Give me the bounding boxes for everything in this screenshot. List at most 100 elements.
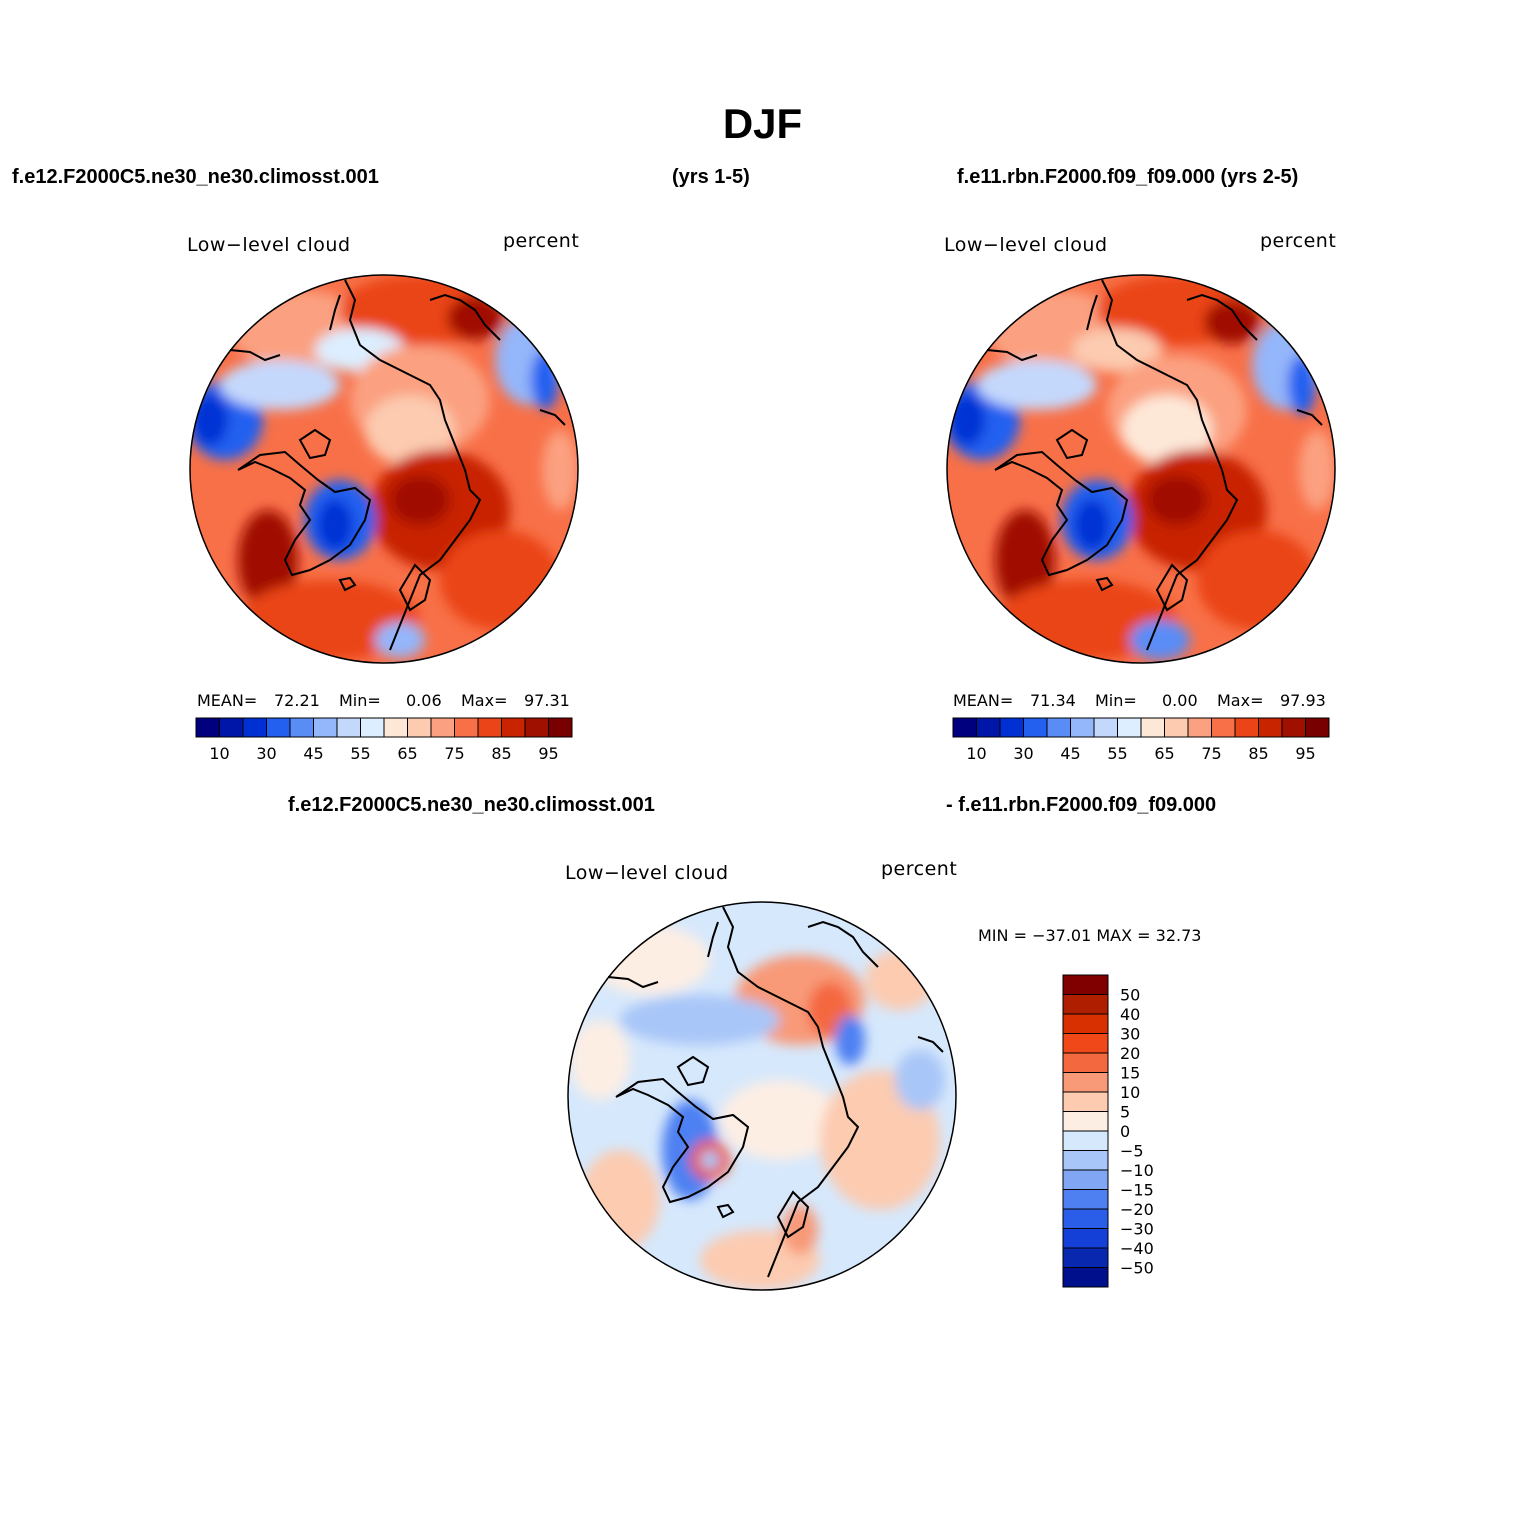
colorbar-tick-label: 85 — [491, 744, 511, 763]
colorbar-swatch — [1023, 717, 1048, 738]
colorbar-swatch — [266, 717, 291, 738]
colorbar-swatch — [1062, 1052, 1109, 1073]
colorbar-tick-label: 75 — [1201, 744, 1221, 763]
colorbar-swatch — [313, 717, 338, 738]
panel1-variable: Low−level cloud — [187, 234, 351, 256]
header-diff-right: - f.e11.rbn.F2000.f09_f09.000 — [946, 794, 1217, 816]
colorbar-swatch — [477, 717, 502, 738]
colorbar-swatch — [524, 717, 549, 738]
colorbar-swatch — [999, 717, 1024, 738]
header-diff-left: f.e12.F2000C5.ne30_ne30.climosst.001 — [288, 794, 655, 816]
header-left: f.e12.F2000C5.ne30_ne30.climosst.001 — [12, 166, 379, 188]
colorbar-tick-label: −40 — [1120, 1239, 1154, 1258]
colorbar-swatch — [289, 717, 314, 738]
colorbar-swatch — [1062, 1150, 1109, 1171]
header-right: f.e11.rbn.F2000.f09_f09.000 (yrs 2-5) — [957, 166, 1299, 188]
colorbar-swatch — [1305, 717, 1330, 738]
colorbar-swatch — [1062, 1189, 1109, 1210]
colorbar-panel-1: 10 30 45 55 65 75 85 95 — [195, 717, 573, 763]
colorbar-swatch — [407, 717, 432, 738]
colorbar-swatch — [1062, 1169, 1109, 1190]
colorbar-swatch — [336, 717, 361, 738]
colorbar-swatch — [195, 717, 220, 738]
colorbar-tick-label: 85 — [1248, 744, 1268, 763]
colorbar-swatch — [242, 717, 267, 738]
panel2-mean-label: MEAN= — [953, 691, 1014, 710]
colorbar-swatch — [1062, 1033, 1109, 1054]
colorbar-swatch — [1093, 717, 1118, 738]
colorbar-swatch — [454, 717, 479, 738]
panel1-units: percent — [503, 230, 580, 252]
colorbar-swatch — [1234, 717, 1259, 738]
colorbar-swatch — [976, 717, 1001, 738]
panel1-mean: 72.21 — [274, 691, 320, 710]
map-panel-2 — [946, 274, 1336, 664]
colorbar-tick-label: −20 — [1120, 1200, 1154, 1219]
colorbar-swatch — [1187, 717, 1212, 738]
colorbar-swatch — [1140, 717, 1165, 738]
colorbar-tick-label: 55 — [1107, 744, 1127, 763]
panel1-max: 97.31 — [524, 691, 570, 710]
panel1-min: 0.06 — [406, 691, 442, 710]
colorbar-tick-label: −50 — [1120, 1259, 1154, 1278]
colorbar-panel-2: 10 30 45 55 65 75 85 95 — [952, 717, 1330, 763]
panel2-mean: 71.34 — [1030, 691, 1076, 710]
colorbar-swatch — [1062, 1013, 1109, 1034]
colorbar-swatch — [1281, 717, 1306, 738]
colorbar-swatch — [1062, 1130, 1109, 1151]
colorbar-tick-label: 65 — [397, 744, 417, 763]
colorbar-swatch — [360, 717, 385, 738]
colorbar-tick-label: 30 — [256, 744, 276, 763]
colorbar-tick-label: 95 — [1295, 744, 1315, 763]
colorbar-swatch — [1062, 1208, 1109, 1229]
diff-minmax: MIN = −37.01 MAX = 32.73 — [978, 926, 1202, 945]
colorbar-tick-label: 75 — [444, 744, 464, 763]
colorbar-swatch — [548, 717, 573, 738]
colorbar-swatch — [1062, 1111, 1109, 1132]
colorbar-tick-label: 15 — [1120, 1064, 1140, 1083]
colorbar-tick-label: −5 — [1120, 1142, 1144, 1161]
panel1-mean-label: MEAN= — [197, 691, 258, 710]
colorbar-swatch — [1062, 1091, 1109, 1112]
colorbar-swatch — [1070, 717, 1095, 738]
colorbar-swatch — [219, 717, 244, 738]
panel2-min: 0.00 — [1162, 691, 1198, 710]
colorbar-swatch — [1062, 1267, 1109, 1288]
panel2-units: percent — [1260, 230, 1337, 252]
panel2-min-label: Min= — [1095, 691, 1137, 710]
colorbar-tick-label: 30 — [1120, 1025, 1140, 1044]
colorbar-tick-label: 45 — [1060, 744, 1080, 763]
panel1-min-label: Min= — [339, 691, 381, 710]
diff-variable: Low−level cloud — [565, 862, 729, 884]
colorbar-swatch — [1258, 717, 1283, 738]
colorbar-tick-label: 95 — [538, 744, 558, 763]
colorbar-swatch — [952, 717, 977, 738]
colorbar-swatch — [1211, 717, 1236, 738]
colorbar-tick-label: 10 — [966, 744, 986, 763]
map-panel-1 — [189, 274, 579, 664]
colorbar-swatch — [501, 717, 526, 738]
colorbar-tick-label: 40 — [1120, 1005, 1140, 1024]
colorbar-swatch — [1062, 1072, 1109, 1093]
colorbar-tick-label: 5 — [1120, 1103, 1130, 1122]
panel2-max-label: Max= — [1217, 691, 1264, 710]
colorbar-tick-label: 20 — [1120, 1044, 1140, 1063]
colorbar-swatch — [1062, 1247, 1109, 1268]
panel2-variable: Low−level cloud — [944, 234, 1108, 256]
main-title: DJF — [722, 100, 803, 147]
colorbar-tick-label: 65 — [1154, 744, 1174, 763]
colorbar-swatch — [1062, 994, 1109, 1015]
colorbar-swatch — [383, 717, 408, 738]
colorbar-tick-label: 50 — [1120, 986, 1140, 1005]
colorbar-swatch — [1062, 1228, 1109, 1249]
colorbar-swatch — [1046, 717, 1071, 738]
colorbar-swatch — [430, 717, 455, 738]
colorbar-tick-label: 55 — [350, 744, 370, 763]
colorbar-tick-label: 45 — [303, 744, 323, 763]
colorbar-tick-label: −10 — [1120, 1161, 1154, 1180]
colorbar-tick-label: −30 — [1120, 1220, 1154, 1239]
header-center: (yrs 1-5) — [672, 166, 750, 188]
colorbar-tick-label: 0 — [1120, 1122, 1130, 1141]
colorbar-tick-label: 10 — [1120, 1083, 1140, 1102]
